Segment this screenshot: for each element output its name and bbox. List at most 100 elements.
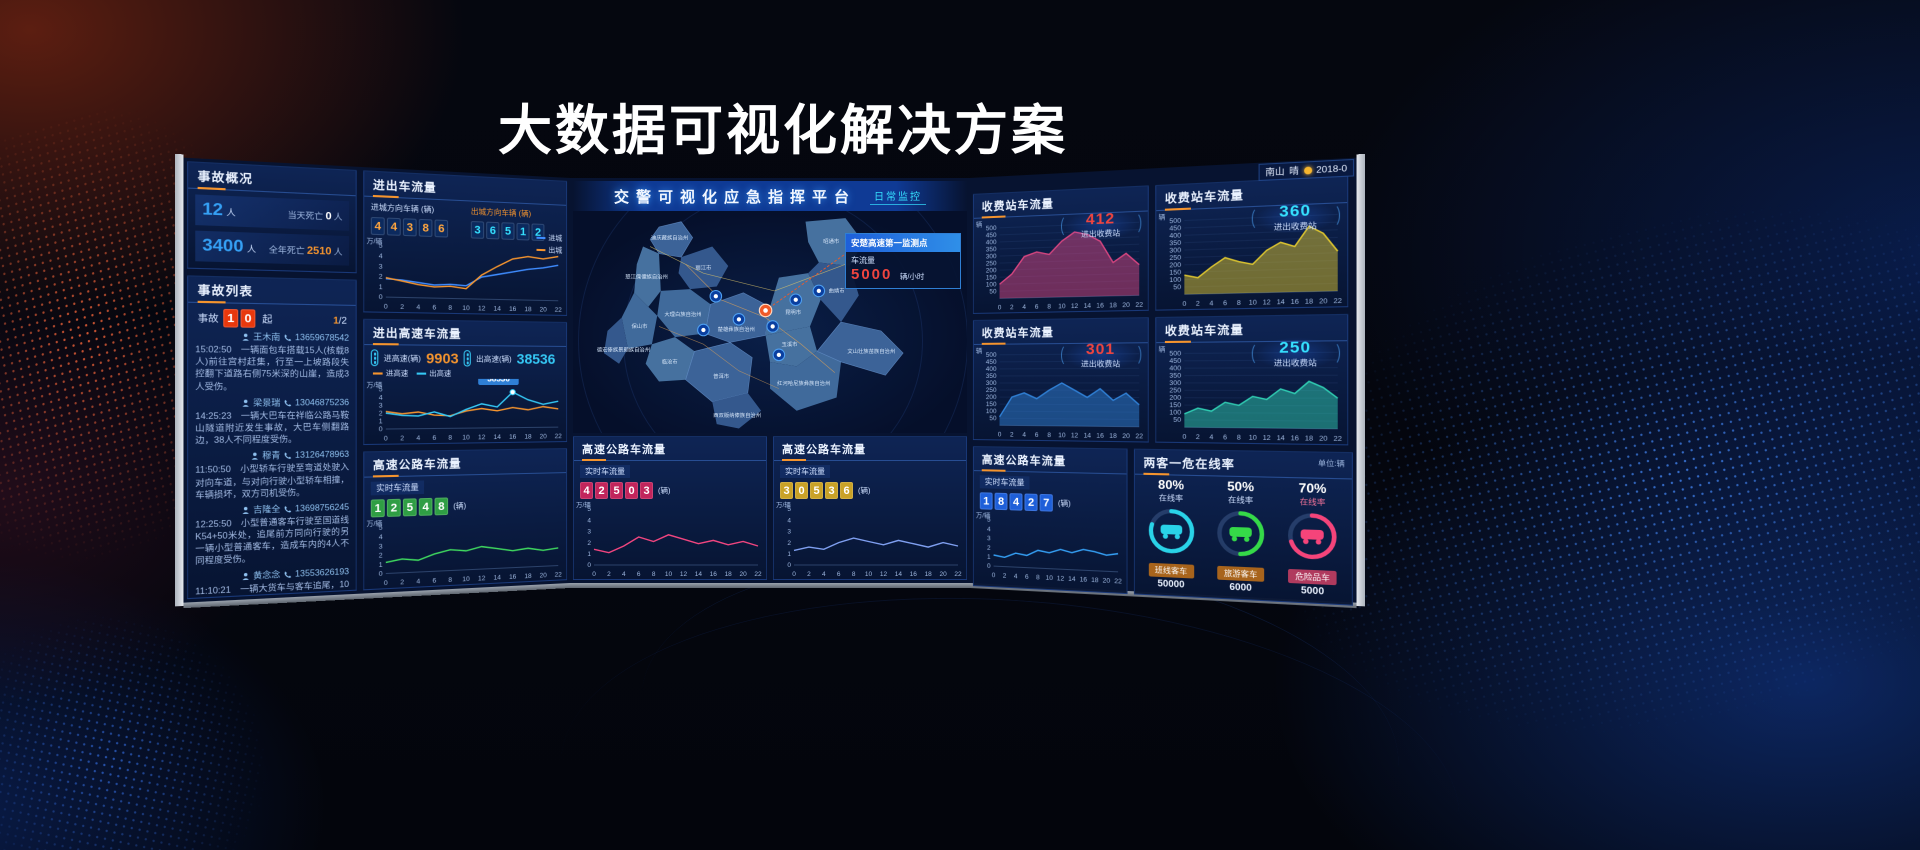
toll-flow-chart-1[interactable]: 辆 50 100 150 200 250 300 350 400 450 500 0 2 4 6 8 10 12 1… bbox=[974, 212, 1148, 313]
map-region-label: 玉溪市 bbox=[782, 340, 799, 348]
svg-text:5: 5 bbox=[587, 506, 591, 513]
svg-text:6: 6 bbox=[1035, 432, 1039, 439]
svg-text:20: 20 bbox=[1103, 577, 1111, 585]
svg-text:20: 20 bbox=[540, 306, 548, 313]
toll-flow-chart-3[interactable]: 辆 50 100 150 200 250 300 350 400 450 500 0 2 4 6 8 10 12 1… bbox=[974, 343, 1148, 441]
accident-list-item[interactable]: 黄念念 13553626193 11:10:21 一辆大货车与客车追尾，10人受… bbox=[195, 565, 349, 598]
highway-flow-chart-2[interactable]: 万/辆 0 1 2 3 4 5 0 2 4 6 8 10 12 14 16 18 20 22 bbox=[574, 499, 766, 579]
gauge-bus: 80% 在线率 班线客车 50000 bbox=[1138, 477, 1205, 591]
accident-list-item[interactable]: 梁景瑞 13046875236 14:25:23 一辆大巴车在祥临公路马鞍山隧道… bbox=[195, 396, 349, 446]
accident-list-item[interactable]: 吉隆全 13698756245 12:25:50 小型普通客车行驶至国道线K54… bbox=[195, 501, 349, 568]
accident-list-item[interactable]: 王木南 13659678542 15:02:50 一辆面包车搭载15人(核载8人… bbox=[195, 330, 349, 392]
svg-text:250: 250 bbox=[1169, 254, 1181, 262]
highway-flow-chart-1[interactable]: 万/辆 0 1 2 3 4 5 0 2 4 6 8 10 12 14 16 18 20 22 bbox=[364, 511, 566, 589]
map-marker[interactable] bbox=[812, 284, 826, 298]
svg-text:辆: 辆 bbox=[976, 346, 982, 355]
province-map[interactable]: 迪庆藏族自治州 怒江傈僳族自治州 丽江市 昭通市 大理白族自治州 楚雄彝族自治州… bbox=[573, 211, 967, 433]
svg-text:20: 20 bbox=[1122, 433, 1130, 441]
svg-text:2: 2 bbox=[607, 571, 611, 578]
map-marker-alert[interactable] bbox=[758, 303, 773, 318]
map-road bbox=[658, 326, 780, 389]
svg-text:12: 12 bbox=[478, 575, 486, 583]
svg-text:6: 6 bbox=[1223, 300, 1228, 308]
svg-text:0: 0 bbox=[379, 426, 383, 434]
panel-title: 高速公路车流量 bbox=[973, 447, 1127, 475]
online-rate-panel: 两客一危在线率 单位:辆 80% 在线率 班线客车 50000 50% 在线率 bbox=[1133, 448, 1353, 606]
mode-button[interactable]: 日常监控 bbox=[870, 187, 926, 205]
svg-text:0: 0 bbox=[384, 579, 388, 587]
map-marker[interactable] bbox=[709, 289, 723, 303]
highway-out-value: 38536 bbox=[516, 350, 556, 367]
svg-text:14: 14 bbox=[1084, 432, 1092, 440]
svg-text:0: 0 bbox=[1182, 300, 1187, 308]
svg-text:500: 500 bbox=[1169, 350, 1181, 358]
gauge-ring-tour bbox=[1213, 506, 1269, 567]
unit-label: (辆) bbox=[658, 485, 671, 495]
map-marker[interactable] bbox=[789, 293, 803, 307]
svg-text:2: 2 bbox=[400, 579, 404, 587]
map-region-label: 西双版纳傣族自治州 bbox=[713, 411, 761, 419]
svg-text:16: 16 bbox=[710, 571, 718, 578]
svg-text:16: 16 bbox=[509, 433, 517, 440]
highway-flow-chart-4[interactable]: 万/辆 0 1 2 3 4 5 0 2 4 6 8 10 12 14 16 18 20 22 bbox=[974, 509, 1127, 593]
deaths-year: 全年死亡 2510 人 bbox=[268, 245, 343, 258]
gauge-tour-bus: 50% 在线率 旅游客车 6000 bbox=[1206, 478, 1275, 594]
highway-inout-chart[interactable]: 万/辆 0 1 2 3 4 5 0 2 4 6 8 10 12 14 16 18 20 22 38536 bbox=[364, 371, 566, 444]
svg-text:4: 4 bbox=[622, 571, 626, 578]
city-flow-chart[interactable]: 万/辆 0 1 2 3 4 5 0 2 4 6 8 10 12 14 16 18 20 22 bbox=[364, 235, 566, 315]
flow-value: 5000 bbox=[851, 266, 893, 283]
map-region-label: 文山壮族苗族自治州 bbox=[847, 347, 895, 355]
svg-text:150: 150 bbox=[1169, 269, 1181, 277]
map-marker[interactable] bbox=[766, 320, 779, 333]
weather-city: 南山 bbox=[1265, 165, 1285, 178]
map-region-label: 德宏傣族景颇族自治州 bbox=[597, 345, 650, 353]
svg-text:16: 16 bbox=[509, 573, 517, 581]
svg-text:450: 450 bbox=[1169, 225, 1181, 233]
unit-label: 人 bbox=[226, 207, 236, 218]
injured-year-value: 3400 bbox=[202, 236, 244, 257]
accident-desc: 11:50:50 小型轿车行驶至弯道处驶入对向车道，与对向行驶小型轿车相撞，车辆… bbox=[195, 462, 350, 500]
svg-text:22: 22 bbox=[1334, 297, 1343, 305]
map-marker[interactable] bbox=[732, 313, 746, 326]
vehicle-count: 50000 bbox=[1157, 577, 1185, 590]
toll-flow-chart-4[interactable]: 辆 50 100 150 200 250 300 350 400 450 500 0 2 4 6 8 10 12 1… bbox=[1156, 341, 1347, 444]
svg-text:万/辆: 万/辆 bbox=[776, 500, 791, 509]
accident-list-item[interactable]: 穆青 13126478963 11:50:50 小型轿车行驶至弯道处驶入对向车道… bbox=[195, 449, 349, 501]
svg-text:2: 2 bbox=[379, 410, 383, 418]
svg-text:8: 8 bbox=[852, 571, 856, 578]
svg-text:50: 50 bbox=[1173, 417, 1181, 425]
svg-text:16: 16 bbox=[1291, 435, 1300, 443]
map-marker[interactable] bbox=[697, 323, 710, 337]
map-marker[interactable] bbox=[772, 348, 786, 362]
svg-text:22: 22 bbox=[1114, 578, 1122, 586]
pagination[interactable]: 1/2 bbox=[333, 314, 347, 326]
toggle-icon[interactable] bbox=[463, 350, 471, 367]
svg-text:18: 18 bbox=[1109, 432, 1117, 440]
chart-legend: 进高速 出高速 bbox=[364, 366, 566, 379]
gauge-hazmat: 70% 在线率 危险品车 5000 bbox=[1277, 480, 1349, 598]
panel-title: 高速公路车流量 bbox=[574, 437, 766, 461]
highway-in-label: 进高速(辆) bbox=[383, 353, 421, 363]
svg-text:4: 4 bbox=[787, 517, 791, 524]
map-region-label: 楚雄彝族自治州 bbox=[718, 325, 755, 333]
svg-text:0: 0 bbox=[998, 431, 1002, 438]
gauge-percent: 50% bbox=[1227, 478, 1255, 495]
highway-flow-chart-3[interactable]: 万/辆 0 1 2 3 4 5 0 2 4 6 8 10 12 14 16 18 20 22 bbox=[774, 499, 966, 579]
reporter-name: 梁景瑞 bbox=[253, 397, 281, 408]
svg-text:10: 10 bbox=[1046, 574, 1054, 582]
svg-text:4: 4 bbox=[1209, 300, 1214, 308]
svg-text:14: 14 bbox=[1068, 576, 1076, 584]
svg-text:万/辆: 万/辆 bbox=[576, 500, 591, 509]
gauge-ring-bus bbox=[1144, 504, 1198, 564]
svg-text:0: 0 bbox=[384, 435, 388, 443]
unit-label: 人 bbox=[246, 244, 257, 255]
svg-text:200: 200 bbox=[986, 267, 997, 275]
map-region-label: 怒江傈僳族自治州 bbox=[625, 272, 668, 280]
toggle-icon[interactable] bbox=[370, 349, 379, 367]
wall-right-wing: 南山 晴 2018-0 收费站车流量 412 进出收费站 辆 50 100 150 20… bbox=[970, 153, 1365, 609]
toll-count: 301 bbox=[1085, 340, 1116, 359]
svg-text:14: 14 bbox=[1084, 302, 1092, 310]
svg-text:5: 5 bbox=[787, 506, 791, 513]
toll-flow-chart-2[interactable]: 辆 50 100 150 200 250 300 350 400 450 500 0 2 4 6 8 10 12 1… bbox=[1156, 203, 1347, 310]
